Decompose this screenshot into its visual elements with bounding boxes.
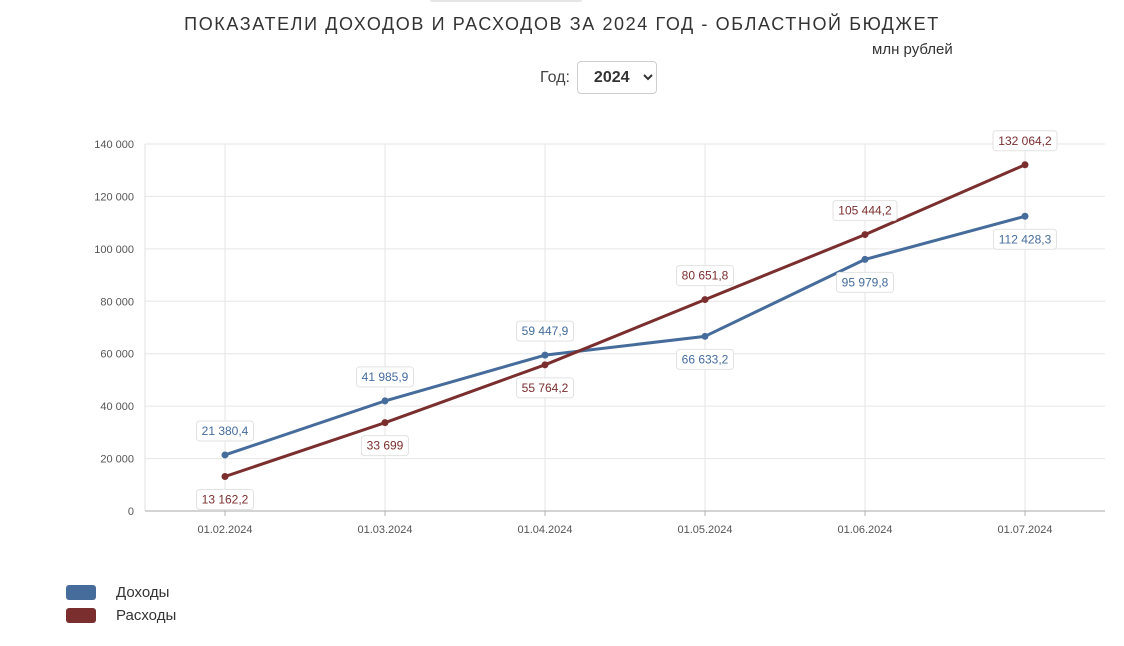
page-title: ПОКАЗАТЕЛИ ДОХОДОВ И РАСХОДОВ ЗА 2024 ГО… [184, 14, 940, 34]
data-label-expenses: 105 444,2 [832, 200, 898, 222]
data-label-box [676, 265, 734, 287]
year-filter: Год: 2024 [540, 61, 657, 94]
data-label-box [196, 420, 254, 442]
data-label-text: 55 764,2 [522, 381, 569, 395]
top-strip-decoration [430, 0, 582, 2]
data-point-income [381, 397, 389, 405]
y-tick-label: 120 000 [94, 191, 134, 203]
data-point-income [1021, 212, 1029, 220]
data-label-box [992, 130, 1058, 152]
data-label-text: 33 699 [367, 439, 404, 453]
legend-item-expenses[interactable]: Расходы [66, 604, 176, 627]
data-label-expenses: 33 699 [361, 435, 409, 457]
units-label: млн рублей [872, 41, 953, 58]
y-tick-label: 60 000 [100, 349, 134, 361]
data-label-text: 21 380,4 [202, 424, 249, 438]
series-line-income [223, 214, 1027, 457]
data-label-text: 112 428,3 [999, 232, 1052, 246]
data-point-expenses [861, 231, 869, 239]
series-line-expenses [223, 163, 1027, 478]
data-label-income: 59 447,9 [516, 320, 574, 342]
data-label-box [836, 271, 894, 293]
data-label-income: 21 380,4 [196, 420, 254, 442]
data-label-box [993, 228, 1057, 250]
legend-label-expenses: Расходы [116, 607, 177, 624]
data-label-text: 132 064,2 [998, 134, 1052, 148]
x-tick-label: 01.04.2024 [517, 524, 572, 536]
y-tick-label: 80 000 [100, 296, 134, 308]
data-label-expenses: 80 651,8 [676, 265, 734, 287]
data-label-box [356, 366, 414, 388]
data-label-text: 41 985,9 [362, 370, 409, 384]
x-tick-label: 01.05.2024 [677, 524, 732, 536]
data-label-text: 95 979,8 [842, 275, 889, 289]
data-label-text: 13 162,2 [202, 492, 249, 506]
year-select[interactable]: 2024 [576, 61, 657, 94]
data-label-expenses: 132 064,2 [992, 130, 1058, 152]
data-label-box [516, 377, 574, 399]
data-label-text: 59 447,9 [522, 324, 569, 338]
data-point-expenses [541, 361, 549, 369]
data-point-income [861, 255, 869, 263]
data-label-text: 66 633,2 [682, 352, 729, 366]
x-tick-label: 01.03.2024 [357, 524, 412, 536]
legend-item-income[interactable]: Доходы [66, 581, 176, 604]
data-label-box [196, 488, 254, 510]
y-tick-label: 20 000 [100, 454, 134, 466]
year-label: Год: [540, 68, 570, 86]
data-label-expenses: 13 162,2 [196, 488, 254, 510]
legend: Доходы Расходы [66, 581, 176, 627]
legend-label-income: Доходы [116, 584, 170, 601]
y-tick-label: 0 [128, 506, 134, 518]
data-label-box [361, 435, 409, 457]
data-label-income: 95 979,8 [836, 271, 894, 293]
data-label-income: 66 633,2 [676, 348, 734, 370]
data-label-income: 41 985,9 [356, 366, 414, 388]
data-point-income [541, 351, 549, 359]
grid [145, 143, 1105, 511]
data-point-income [221, 451, 229, 459]
y-tick-label: 40 000 [100, 401, 134, 413]
data-point-expenses [381, 419, 389, 427]
data-label-expenses: 55 764,2 [516, 377, 574, 399]
data-label-box [676, 348, 734, 370]
data-point-expenses [1021, 161, 1029, 169]
data-label-text: 80 651,8 [682, 269, 729, 283]
data-label-text: 105 444,2 [838, 204, 892, 218]
legend-swatch-income [66, 585, 96, 600]
data-point-expenses [701, 296, 709, 304]
y-tick-label: 100 000 [94, 244, 134, 256]
data-point-income [701, 332, 709, 340]
data-point-expenses [221, 472, 229, 480]
x-tick-label: 01.07.2024 [997, 524, 1052, 536]
y-tick-label: 140 000 [94, 139, 134, 151]
legend-swatch-expenses [66, 608, 96, 623]
x-tick-label: 01.06.2024 [837, 524, 892, 536]
x-tick-label: 01.02.2024 [197, 524, 252, 536]
data-label-income: 112 428,3 [993, 228, 1057, 250]
data-label-box [832, 200, 898, 222]
data-label-box [516, 320, 574, 342]
